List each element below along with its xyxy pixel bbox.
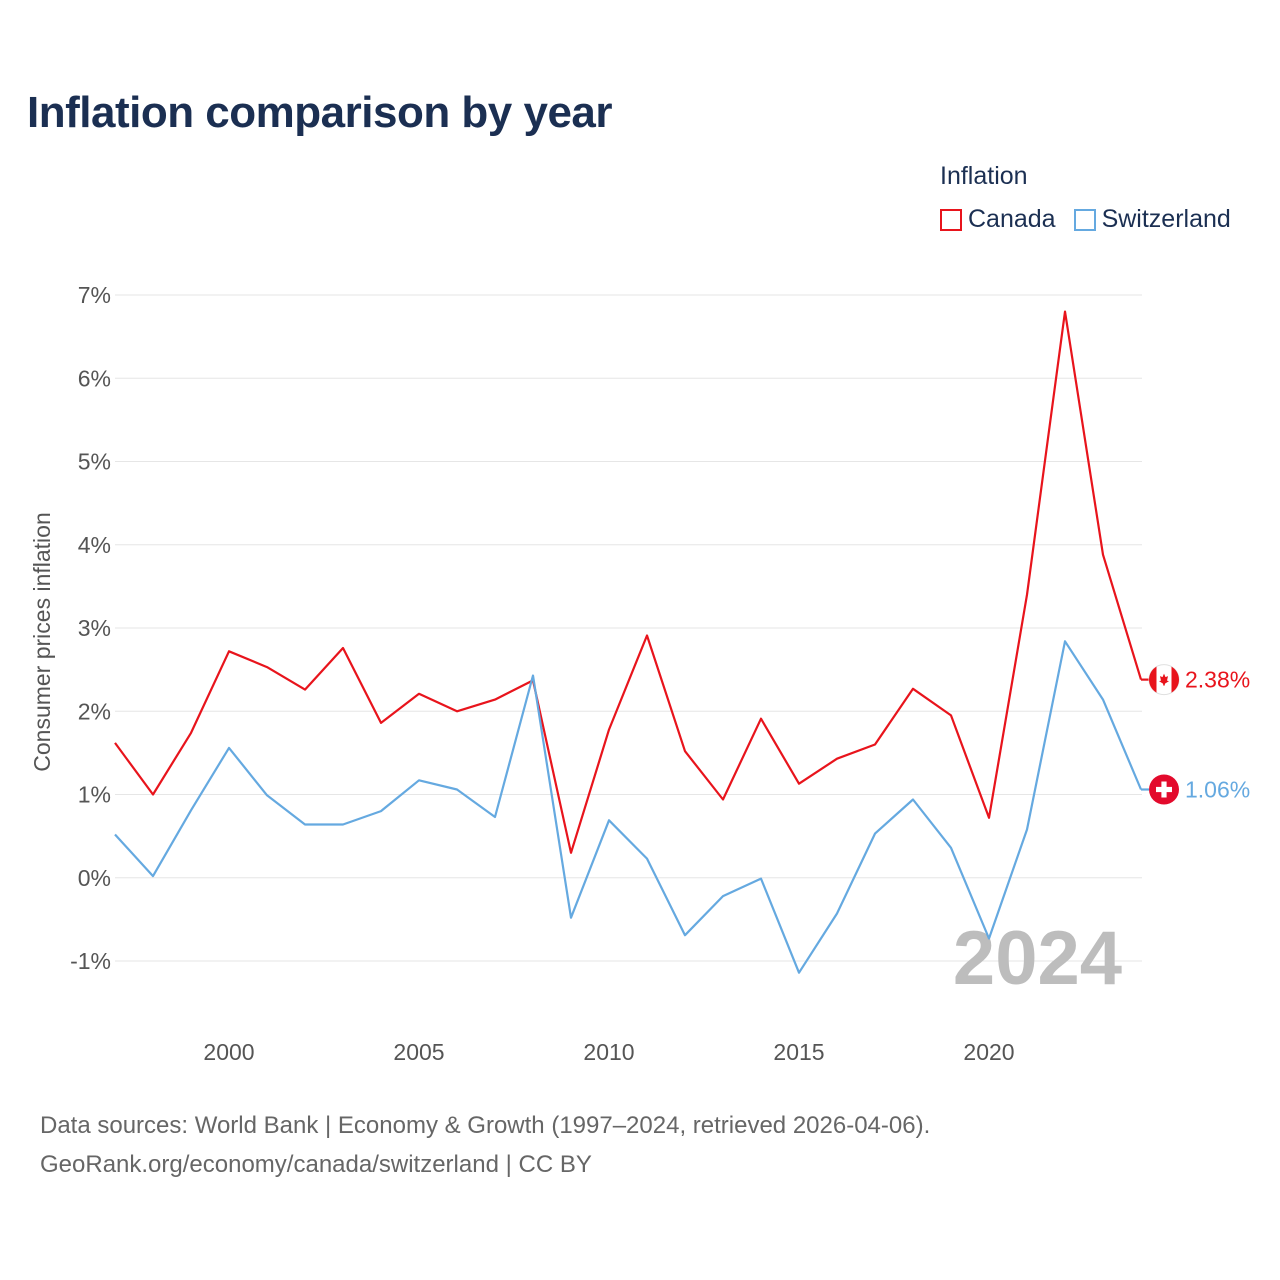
y-axis-label: Consumer prices inflation: [29, 512, 55, 772]
end-markers: 2.38% 1.06%: [1148, 664, 1250, 805]
y-tick-label: 3%: [78, 615, 111, 641]
y-tick-label: 1%: [78, 782, 111, 808]
series-lines: [114, 310, 1149, 974]
switzerland-flag-icon: [1149, 774, 1179, 805]
legend-swatch-canada: [940, 208, 962, 231]
y-tick-label: 6%: [78, 365, 111, 391]
legend-item-switzerland[interactable]: Switzerland: [1073, 205, 1231, 234]
data-source-note: Data sources: World Bank | Economy & Gro…: [40, 1106, 930, 1184]
switzerland-end-label: 1.06%: [1185, 777, 1250, 803]
x-axis-ticks: 2000 2005 2010 2015 2020: [203, 1039, 1014, 1065]
x-tick-label: 2020: [963, 1039, 1014, 1065]
legend: Canada Switzerland: [940, 205, 1231, 234]
canada-flag-icon: [1148, 664, 1180, 696]
series-line-switzerland[interactable]: [114, 640, 1143, 974]
y-axis-ticks: -1% 0% 1% 2% 3% 4% 5% 6% 7%: [70, 282, 111, 974]
y-tick-label: -1%: [70, 948, 111, 974]
y-tick-label: 7%: [78, 282, 111, 308]
x-tick-label: 2000: [203, 1039, 254, 1065]
source-line-2[interactable]: GeoRank.org/economy/canada/switzerland |…: [40, 1151, 592, 1178]
y-tick-label: 5%: [78, 449, 111, 475]
series-line-canada[interactable]: [114, 310, 1143, 854]
x-tick-label: 2005: [393, 1039, 444, 1065]
legend-title: Inflation: [940, 162, 1028, 190]
y-tick-label: 0%: [78, 865, 111, 891]
chart-title: Inflation comparison by year: [27, 88, 613, 137]
canada-end-label: 2.38%: [1185, 667, 1250, 693]
x-tick-label: 2010: [583, 1039, 634, 1065]
legend-label-canada: Canada: [968, 205, 1056, 233]
y-tick-label: 4%: [78, 532, 111, 558]
legend-swatch-switzerland: [1073, 208, 1096, 231]
gridlines: [115, 294, 1142, 962]
source-line-1: Data sources: World Bank | Economy & Gro…: [40, 1112, 931, 1139]
y-tick-label: 2%: [78, 698, 111, 724]
legend-item-canada[interactable]: Canada: [940, 205, 1056, 234]
x-tick-label: 2015: [773, 1039, 824, 1065]
year-watermark: 2024: [953, 916, 1122, 1001]
legend-label-switzerland: Switzerland: [1101, 205, 1231, 233]
